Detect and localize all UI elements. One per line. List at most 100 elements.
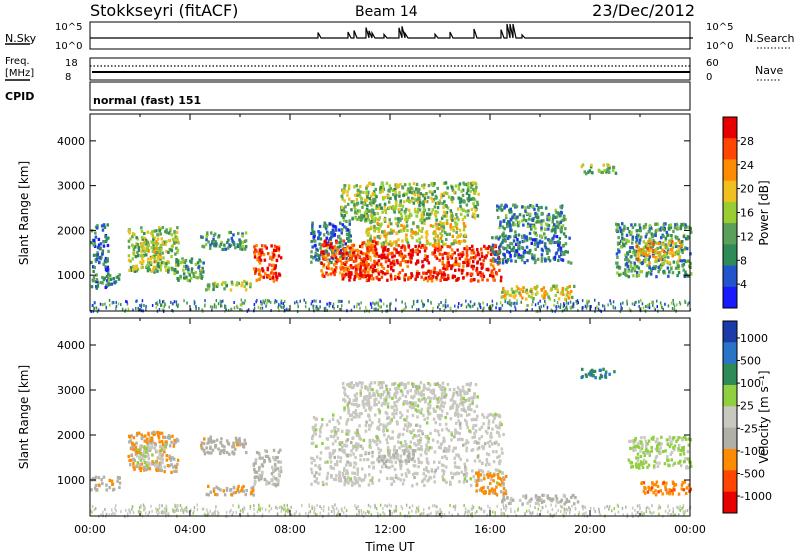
cell (258, 473, 261, 477)
cell (440, 239, 444, 243)
cell (376, 511, 379, 515)
cell (642, 246, 646, 250)
cell (252, 493, 255, 497)
cell (430, 196, 433, 200)
cell (442, 478, 445, 482)
cell (242, 484, 245, 489)
cell (164, 444, 167, 448)
cell (170, 470, 173, 474)
cell (406, 228, 409, 233)
cell (145, 446, 148, 451)
cell (433, 237, 436, 241)
cell (664, 222, 667, 226)
cell (159, 243, 163, 247)
cell (377, 301, 379, 305)
cell (628, 307, 631, 311)
cell (151, 453, 154, 457)
cell (439, 442, 443, 446)
cell (559, 292, 563, 296)
cell (508, 208, 511, 212)
cell (587, 170, 590, 174)
cell (417, 244, 421, 248)
cell (547, 223, 551, 228)
cell (553, 299, 556, 302)
cell (508, 221, 511, 225)
cell (157, 463, 161, 468)
cell (207, 240, 210, 244)
cell (260, 300, 262, 304)
cell (446, 206, 450, 210)
cell (200, 441, 204, 445)
cell (96, 310, 99, 314)
cell (576, 301, 578, 305)
cell (479, 303, 481, 307)
cell (205, 238, 208, 242)
cell (352, 446, 355, 450)
cell (459, 426, 462, 430)
cell (107, 273, 110, 277)
cell (162, 240, 166, 244)
cell (510, 259, 513, 263)
cell (598, 302, 600, 306)
cell (455, 453, 458, 457)
cell (365, 230, 368, 235)
cell (397, 207, 400, 212)
cell (333, 509, 335, 513)
cell (383, 195, 387, 200)
cell (543, 232, 546, 236)
cell (183, 299, 185, 303)
cell (506, 236, 510, 241)
cell (449, 209, 453, 213)
cell (637, 259, 640, 263)
cell (399, 182, 402, 187)
cell (502, 511, 504, 515)
cell (613, 507, 615, 511)
cell (136, 454, 139, 458)
cell (211, 308, 213, 312)
cell (673, 307, 676, 311)
cell (135, 299, 137, 303)
y-tick-label: 1000 (57, 269, 85, 282)
cell (220, 302, 222, 306)
cell (323, 307, 326, 311)
cell (94, 507, 97, 511)
cell (667, 274, 670, 278)
cell (312, 304, 315, 308)
cell (162, 435, 165, 439)
cell (525, 509, 528, 513)
cell (498, 245, 501, 249)
cell (102, 240, 105, 244)
cell (343, 225, 346, 229)
cell (367, 251, 371, 255)
cell (236, 281, 239, 285)
cell (370, 182, 373, 187)
cell (386, 255, 389, 259)
cell (541, 240, 544, 244)
cell (392, 192, 395, 197)
cell (316, 513, 318, 517)
cell (315, 252, 319, 257)
cell (369, 505, 372, 509)
cell (338, 271, 342, 275)
cell (490, 477, 493, 482)
cell (92, 265, 95, 269)
cell (101, 281, 104, 285)
cell (651, 511, 653, 515)
cell (659, 245, 662, 250)
cell (509, 241, 512, 246)
cell (543, 227, 547, 231)
cell (512, 239, 516, 243)
cell (144, 511, 147, 515)
cell (472, 264, 475, 268)
cell (329, 245, 332, 249)
cell (240, 247, 244, 251)
cell (228, 244, 231, 248)
cell (481, 262, 485, 267)
cell (640, 251, 643, 255)
cell (110, 512, 113, 516)
cell (445, 305, 447, 309)
cell (120, 510, 122, 514)
cell (97, 476, 101, 480)
cell (336, 248, 339, 252)
cell (426, 258, 429, 263)
